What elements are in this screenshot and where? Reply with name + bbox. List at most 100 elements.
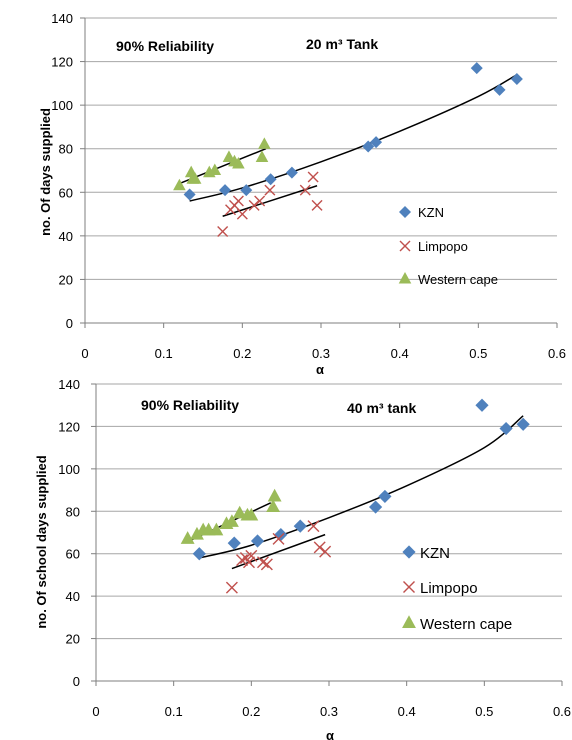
trendline-kzn [189,73,518,202]
point-kzn [470,62,483,75]
data-points [180,398,530,594]
gridlines [96,383,562,640]
point-limpopo [225,581,238,594]
legend-marker-western-cape [398,272,412,284]
y-tick-label: 120 [51,55,73,70]
x-tick-label: 0.2 [242,704,260,719]
x-tick-label: 0.6 [548,346,566,361]
point-limpopo [313,541,326,554]
legend-item-kzn: KZN [402,545,450,562]
y-axis-label: no. Of days supplied [38,108,53,236]
point-limpopo [311,199,323,211]
x-tick-label: 0.2 [233,346,251,361]
point-western-cape [266,499,281,513]
x-tick-label: 0.3 [312,346,330,361]
point-limpopo [299,184,311,196]
legend-label-western-cape: Western cape [418,272,498,287]
x-tick-label: 0.1 [165,704,183,719]
point-western-cape [267,488,282,502]
point-kzn [219,184,232,197]
tick-labels: 0 20 40 60 80 100 120 140 0 0.1 0.2 0.3 0.4 0.5 0.6 [58,377,571,719]
point-kzn [362,140,375,153]
data-points [173,62,523,237]
tick-labels: 0 20 40 60 80 100 120 140 0 0.1 0.2 0.3 0.4 0.5 0.6 [51,11,566,361]
point-kzn [370,136,383,149]
trendline-kzn [199,415,524,559]
point-kzn [499,421,513,436]
legend-label-western-cape: Western cape [420,616,512,633]
x-tick-label: 0.6 [553,704,571,719]
point-limpopo [307,171,319,183]
point-limpopo [217,226,229,237]
point-kzn [493,83,506,96]
point-limpopo [248,199,260,211]
point-western-cape [222,150,236,162]
y-tick-label: 20 [59,272,73,287]
point-kzn [264,173,277,186]
reliability-annotation: 90% Reliability [116,38,214,54]
y-tick-label: 100 [51,98,73,113]
trendlines [188,415,524,570]
axes [91,383,563,686]
y-tick-label: 140 [58,377,80,392]
y-axis-label: no. Of school days supplied [34,455,49,628]
y-tick-label: 80 [66,504,80,519]
chart-20m3-tank: 0 20 40 60 80 100 120 140 0 0.1 0.2 0.3 0.4 0.5 0.6 90… [38,11,566,377]
legend-item-limpopo: Limpopo [403,580,478,597]
point-western-cape [232,156,245,169]
point-western-cape [209,522,224,536]
y-tick-label: 40 [66,589,80,604]
tank-size-annotation: 40 m³ tank [347,400,416,416]
x-axis-label: α [316,362,324,377]
x-axis-label: α [326,728,334,740]
legend-marker-kzn [399,206,411,218]
point-western-cape [188,172,202,184]
tank-size-annotation: 20 m³ Tank [306,36,378,52]
y-tick-label: 60 [59,185,73,200]
legend-marker-limpopo [403,581,415,593]
legend-item-kzn: KZN [399,205,444,220]
point-western-cape [180,531,195,544]
y-tick-label: 0 [73,674,80,689]
chart-40m3-tank: 0 20 40 60 80 100 120 140 0 0.1 0.2 0.3 0.4 0.5 0.6 90… [34,377,571,740]
point-limpopo [319,545,332,558]
trendline-limpopo [222,185,318,217]
point-kzn [250,534,265,548]
point-limpopo [236,554,249,567]
point-kzn [274,528,288,542]
point-limpopo [245,549,258,562]
legend-label-limpopo: Limpopo [420,580,478,597]
y-tick-label: 40 [59,229,73,244]
x-tick-label: 0.1 [155,346,173,361]
point-limpopo [243,556,255,569]
point-limpopo [256,556,269,569]
point-western-cape [244,507,259,521]
point-western-cape [255,150,269,162]
x-tick-label: 0.5 [469,346,487,361]
point-kzn [227,536,241,550]
point-kzn [475,398,489,412]
legend: KZN Limpopo Western cape [402,545,512,633]
point-limpopo [232,195,244,207]
point-kzn [293,519,307,533]
legend-label-limpopo: Limpopo [418,239,468,254]
point-limpopo [260,558,273,571]
point-limpopo [264,184,276,196]
point-kzn [192,547,206,561]
legend: KZN Limpopo Western cape [398,205,498,287]
reliability-annotation: 90% Reliability [141,397,239,413]
x-tick-label: 0 [81,346,88,361]
point-western-cape [224,514,239,527]
trendlines [179,73,518,217]
point-limpopo [307,520,320,533]
legend-label-kzn: KZN [418,205,444,220]
x-tick-label: 0 [92,704,99,719]
point-kzn [369,500,383,514]
point-limpopo [236,208,248,220]
point-limpopo [254,195,266,207]
legend-marker-kzn [402,545,416,559]
point-limpopo [272,532,285,545]
gridlines [85,17,557,280]
y-tick-label: 60 [66,547,80,562]
legend-item-limpopo: Limpopo [399,239,468,254]
